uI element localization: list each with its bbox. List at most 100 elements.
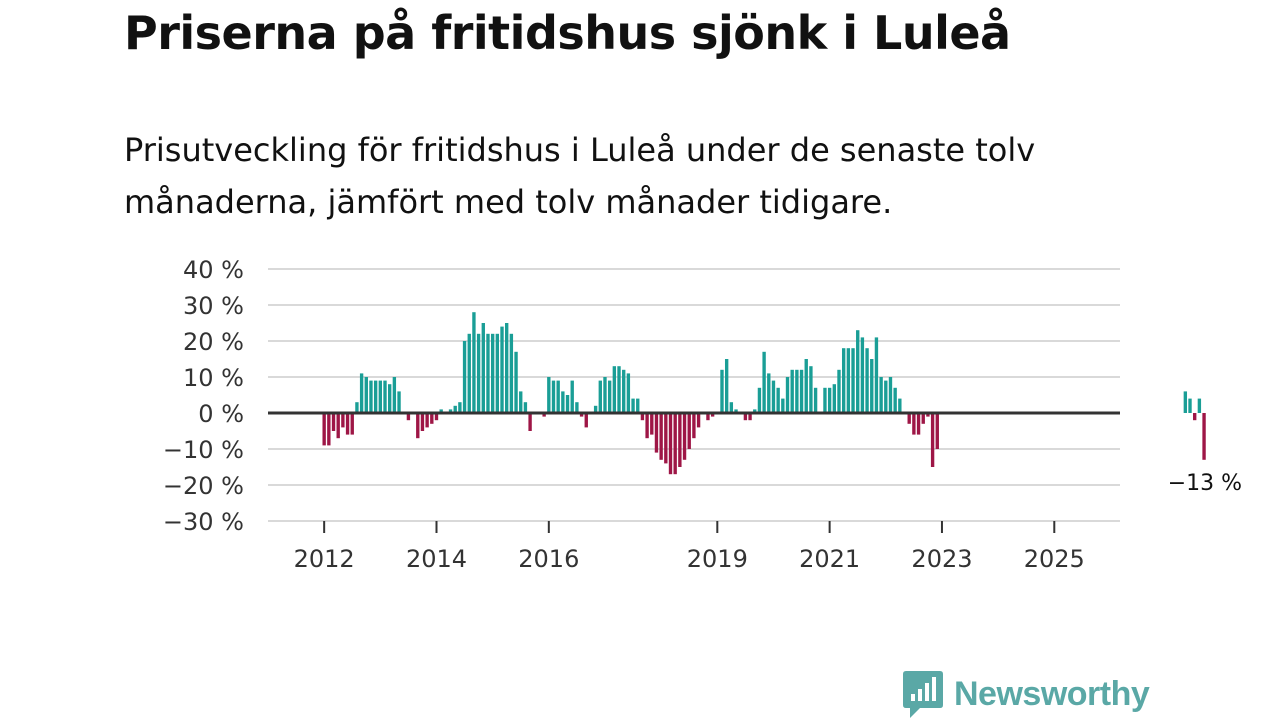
bar xyxy=(439,409,443,413)
bar xyxy=(823,387,827,413)
bar xyxy=(547,377,551,413)
bar xyxy=(551,380,556,413)
bar xyxy=(416,413,420,439)
bar xyxy=(579,413,584,417)
bar xyxy=(364,377,368,413)
bar xyxy=(327,413,331,446)
bar xyxy=(650,413,654,435)
bar xyxy=(425,413,429,428)
x-tick-label: 2019 xyxy=(687,545,748,573)
bar xyxy=(388,384,392,413)
bar xyxy=(682,413,687,460)
bar xyxy=(795,369,799,413)
bar xyxy=(799,369,804,413)
bar xyxy=(406,413,411,421)
bar xyxy=(762,351,766,413)
bar xyxy=(359,373,364,413)
bar xyxy=(1202,413,1206,460)
bar xyxy=(870,359,874,413)
bar xyxy=(668,413,673,475)
bar xyxy=(467,333,471,413)
bar xyxy=(378,380,383,413)
bar xyxy=(916,413,921,435)
bar xyxy=(523,402,528,413)
y-tick-label: 10 % xyxy=(183,364,244,392)
bar xyxy=(542,413,546,417)
bar xyxy=(926,413,930,417)
bar xyxy=(781,398,785,413)
bar xyxy=(851,348,855,413)
bar xyxy=(865,348,869,413)
bar xyxy=(476,333,481,413)
bar xyxy=(556,380,560,413)
bar xyxy=(893,387,897,413)
bar xyxy=(369,380,373,413)
bar xyxy=(813,387,818,413)
bar xyxy=(617,366,621,413)
bar xyxy=(706,413,710,421)
bar xyxy=(907,413,911,424)
bar xyxy=(575,402,579,413)
bar xyxy=(528,413,532,431)
x-tick-label: 2023 xyxy=(911,545,972,573)
y-axis-labels: 40 % 30 % 20 % 10 % 0 % −10 % −20 % −30 % xyxy=(163,256,244,536)
bar xyxy=(692,413,696,439)
bar xyxy=(640,413,645,421)
y-tick-label: 40 % xyxy=(183,256,244,284)
bar xyxy=(898,398,902,413)
bar xyxy=(462,341,467,413)
bar xyxy=(500,326,504,413)
bar xyxy=(827,387,832,413)
bar xyxy=(495,333,500,413)
bar xyxy=(341,413,345,428)
bar xyxy=(832,384,836,413)
bar xyxy=(448,409,453,413)
bar xyxy=(856,330,860,413)
bar xyxy=(584,413,588,428)
bar xyxy=(645,413,649,439)
bar xyxy=(561,391,565,413)
bar xyxy=(626,373,631,413)
bar xyxy=(729,402,734,413)
bar xyxy=(724,359,729,413)
bar xyxy=(322,413,326,446)
bar xyxy=(458,402,462,413)
bar xyxy=(383,380,387,413)
bar xyxy=(687,413,691,449)
y-tick-label: 0 % xyxy=(198,400,244,428)
x-tick-label: 2016 xyxy=(518,545,579,573)
bar xyxy=(397,391,401,413)
bar xyxy=(434,413,439,421)
bar xyxy=(570,380,574,413)
bar xyxy=(490,333,495,413)
bar xyxy=(696,413,701,428)
bar xyxy=(481,323,485,413)
bar xyxy=(505,323,509,413)
bar xyxy=(1197,398,1202,413)
bar xyxy=(935,413,939,449)
bar xyxy=(1183,391,1188,413)
y-tick-label: 20 % xyxy=(183,328,244,356)
bar xyxy=(860,337,865,413)
bar xyxy=(509,333,514,413)
newsworthy-logo-icon xyxy=(903,671,943,718)
chart-title: Priserna på fritidshus sjönk i Luleå xyxy=(124,6,1011,60)
bar xyxy=(593,405,598,413)
bar xyxy=(612,366,617,413)
bar xyxy=(664,413,668,464)
bar xyxy=(710,413,715,417)
bar xyxy=(607,380,612,413)
bar xyxy=(837,369,841,413)
bar xyxy=(879,377,883,413)
bar xyxy=(603,377,607,413)
y-tick-label: 30 % xyxy=(183,292,244,320)
newsworthy-logo-text: Newsworthy xyxy=(954,674,1150,713)
bar xyxy=(734,409,738,413)
bar xyxy=(331,413,336,431)
bar xyxy=(345,413,350,435)
y-tick-label: −20 % xyxy=(163,472,244,500)
bar xyxy=(678,413,682,467)
bar xyxy=(654,413,659,453)
bar xyxy=(430,413,434,424)
bar xyxy=(846,348,851,413)
